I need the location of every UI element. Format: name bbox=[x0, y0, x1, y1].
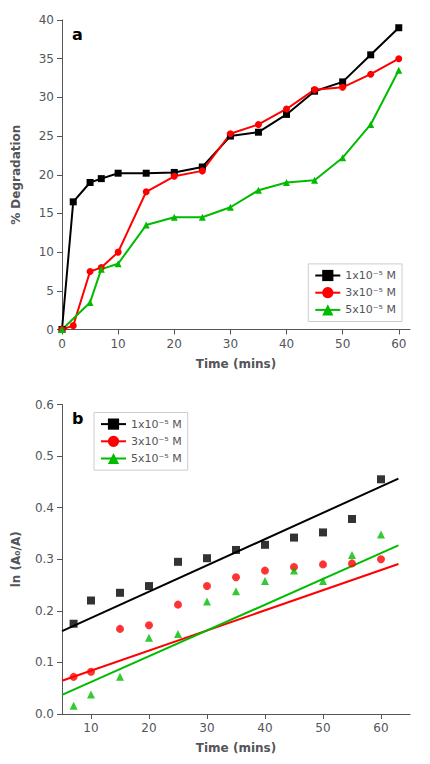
svg-text:3x10⁻⁵ M: 3x10⁻⁵ M bbox=[345, 286, 396, 299]
svg-text:3x10⁻⁵ M: 3x10⁻⁵ M bbox=[131, 435, 182, 448]
svg-text:15: 15 bbox=[39, 206, 54, 220]
svg-text:a: a bbox=[72, 25, 83, 44]
svg-text:5x10⁻⁵ M: 5x10⁻⁵ M bbox=[345, 303, 396, 316]
svg-text:30: 30 bbox=[223, 337, 238, 351]
svg-text:% Degradation: % Degradation bbox=[9, 125, 23, 225]
svg-text:0.2: 0.2 bbox=[35, 604, 54, 618]
svg-text:0: 0 bbox=[46, 323, 54, 337]
svg-text:30: 30 bbox=[199, 721, 214, 735]
svg-text:60: 60 bbox=[373, 721, 388, 735]
svg-text:b: b bbox=[72, 409, 83, 428]
svg-text:0: 0 bbox=[58, 337, 66, 351]
svg-text:0.0: 0.0 bbox=[35, 707, 54, 721]
svg-text:ln (A₀/A): ln (A₀/A) bbox=[9, 531, 23, 587]
svg-text:0.3: 0.3 bbox=[35, 552, 54, 566]
svg-text:10: 10 bbox=[83, 721, 98, 735]
svg-text:Time (mins): Time (mins) bbox=[196, 741, 276, 755]
svg-text:0.4: 0.4 bbox=[35, 501, 54, 515]
svg-text:20: 20 bbox=[141, 721, 156, 735]
svg-text:0.6: 0.6 bbox=[35, 398, 54, 412]
svg-text:10: 10 bbox=[39, 245, 54, 259]
svg-text:30: 30 bbox=[39, 90, 54, 104]
svg-text:5: 5 bbox=[46, 284, 54, 298]
svg-text:1x10⁻⁵ M: 1x10⁻⁵ M bbox=[131, 418, 182, 431]
svg-text:25: 25 bbox=[39, 129, 54, 143]
svg-text:0.1: 0.1 bbox=[35, 655, 54, 669]
svg-text:20: 20 bbox=[39, 168, 54, 182]
svg-text:50: 50 bbox=[315, 721, 330, 735]
svg-text:20: 20 bbox=[167, 337, 182, 351]
svg-text:50: 50 bbox=[335, 337, 350, 351]
svg-text:40: 40 bbox=[39, 13, 54, 27]
svg-text:5x10⁻⁵ M: 5x10⁻⁵ M bbox=[131, 452, 182, 465]
svg-text:1x10⁻⁵ M: 1x10⁻⁵ M bbox=[345, 269, 396, 282]
svg-text:40: 40 bbox=[257, 721, 272, 735]
svg-text:35: 35 bbox=[39, 52, 54, 66]
svg-text:60: 60 bbox=[391, 337, 406, 351]
svg-text:Time (mins): Time (mins) bbox=[196, 357, 276, 371]
svg-text:0.5: 0.5 bbox=[35, 449, 54, 463]
svg-text:10: 10 bbox=[110, 337, 125, 351]
svg-text:40: 40 bbox=[279, 337, 294, 351]
